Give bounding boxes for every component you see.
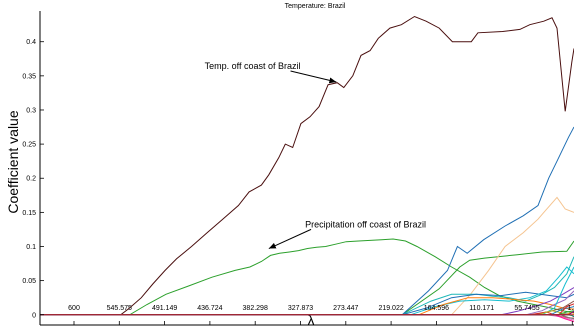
plot-area: 0 0.05 0.1 0.15 0.2 0.25 0.3 0.35 0.4 600 545.575 4… (22, 11, 574, 326)
y-tick-label: 0.4 (26, 39, 36, 46)
x-tick-label: 55.7455 (514, 305, 539, 312)
series-line-8 (40, 266, 574, 316)
x-tick-label: 1.3 (567, 305, 574, 312)
y-axis-title: Coefficient value (5, 110, 21, 213)
x-tick-label: 600 (68, 305, 80, 312)
x-tick-label: 327.873 (288, 305, 313, 312)
series-line-1 (40, 15, 574, 316)
annotation-arrow-2 (268, 228, 312, 250)
x-tick-label: 545.575 (107, 305, 132, 312)
series-line-2 (40, 238, 574, 316)
y-tick-label: 0.05 (22, 278, 36, 285)
y-tick-label: 0 (32, 312, 36, 319)
y-tick-label: 0.1 (26, 244, 36, 251)
x-tick-label: 164.596 (424, 305, 449, 312)
series-line-3 (40, 240, 574, 316)
x-tick-label: 110.171 (469, 305, 494, 312)
series-line-4 (40, 126, 574, 316)
x-tick-label: 436.724 (197, 305, 222, 312)
y-tick-label: 0.3 (26, 107, 36, 114)
x-tick-label: 219.022 (378, 305, 403, 312)
x-tick-label: 382.298 (243, 305, 268, 312)
y-tick-label: 0.15 (22, 210, 36, 217)
annotation-label-2: Precipitation off coast of Brazil (305, 219, 426, 229)
y-tick-label: 0.25 (22, 142, 36, 149)
y-tick-label: 0.35 (22, 73, 36, 80)
annotation-label-1: Temp. off coast of Brazil (205, 61, 301, 71)
x-axis-title: λ (308, 312, 315, 327)
series-line-5 (40, 196, 574, 316)
y-tick-label: 0.2 (26, 176, 36, 183)
annotation-arrow-1 (290, 70, 337, 84)
series-line-6 (40, 256, 574, 316)
x-tick-label: 491.149 (152, 305, 177, 312)
annotations-group: Temp. off coast of Brazil Precipitation o… (205, 61, 426, 250)
series-line-9 (40, 297, 574, 316)
axes-group: 0 0.05 0.1 0.15 0.2 0.25 0.3 0.35 0.4 600 545.575 4… (22, 11, 574, 326)
series-group (40, 15, 574, 323)
chart-title: Temperature: Brazil (285, 3, 346, 10)
x-tick-label: 273.447 (333, 305, 358, 312)
